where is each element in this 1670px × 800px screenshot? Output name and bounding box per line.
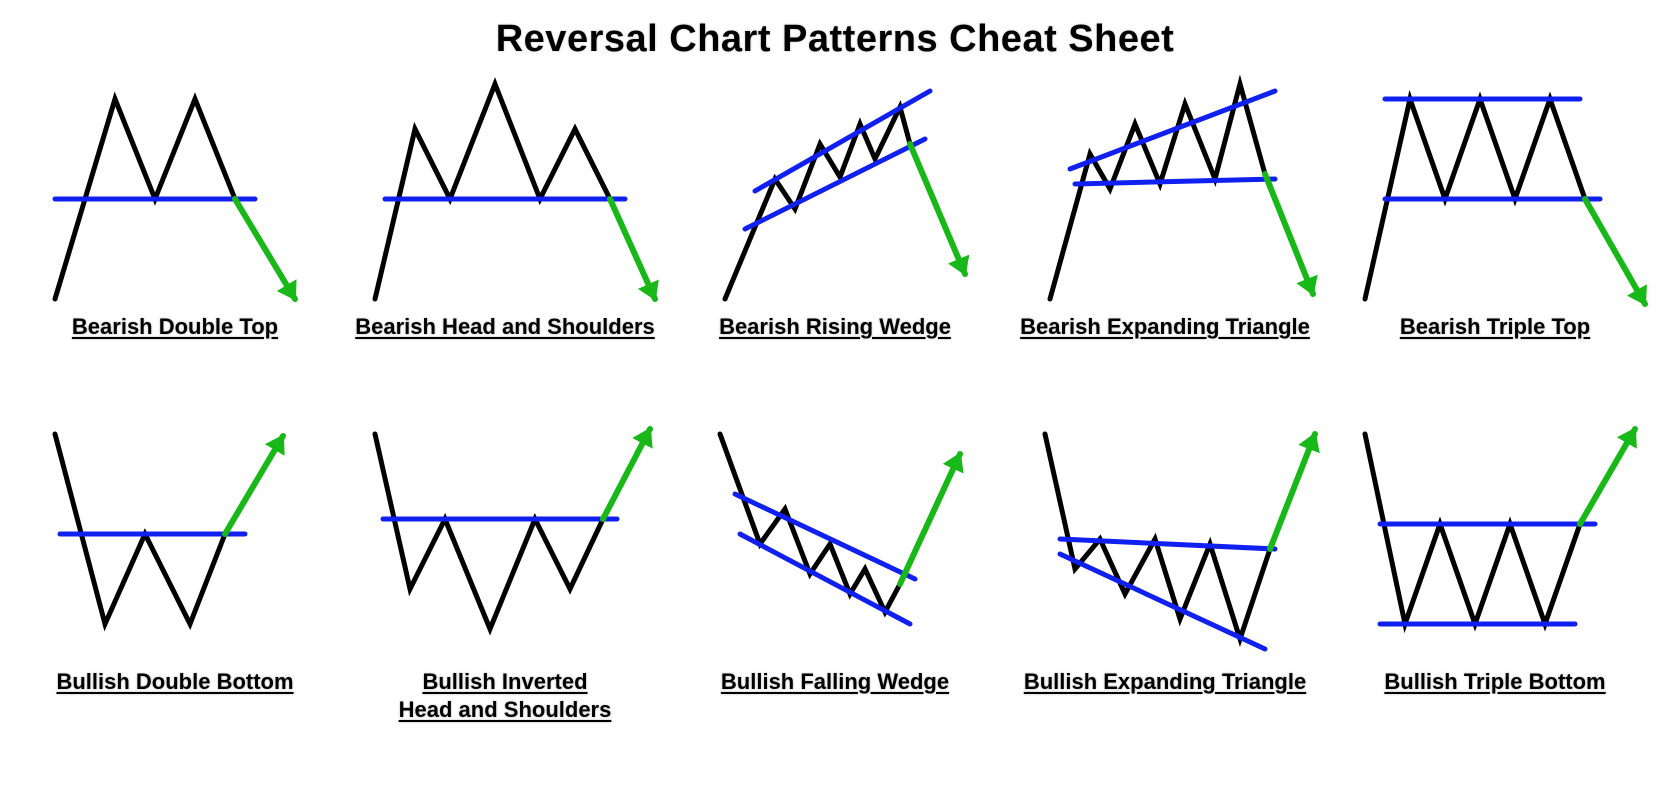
breakout-arrow-shaft: [610, 199, 655, 299]
pattern-cell-bullish-triple-bottom: Bullish Triple Bottom: [1330, 424, 1660, 759]
breakout-arrow-shaft: [235, 199, 295, 299]
pattern-figure-bullish-falling-wedge: [685, 424, 985, 664]
breakout-arrow-shaft: [1585, 199, 1645, 304]
pattern-figure-bullish-double-bottom: [25, 424, 325, 664]
cheat-sheet-page: Reversal Chart Patterns Cheat Sheet Bear…: [0, 0, 1670, 800]
breakout-arrow-shaft: [900, 454, 960, 584]
pattern-figure-bearish-rising-wedge: [685, 69, 985, 309]
pattern-label: Bearish Rising Wedge: [719, 313, 951, 341]
pattern-cell-bearish-triple-top: Bearish Triple Top: [1330, 69, 1660, 404]
pattern-figure-bullish-inverted-head-and-shoulders: [355, 424, 655, 664]
pattern-cell-bullish-falling-wedge: Bullish Falling Wedge: [670, 424, 1000, 759]
breakout-arrow-head-icon: [1300, 434, 1318, 452]
breakout-arrow-shaft: [1270, 434, 1315, 549]
pattern-cell-bearish-head-and-shoulders: Bearish Head and Shoulders: [340, 69, 670, 404]
pattern-figure-bearish-double-top: [25, 69, 325, 309]
trend-line-0: [1070, 91, 1275, 169]
breakout-arrow-shaft: [1580, 429, 1635, 524]
pattern-label: Bearish Triple Top: [1400, 313, 1590, 341]
price-line: [375, 84, 610, 299]
pattern-cell-bearish-double-top: Bearish Double Top: [10, 69, 340, 404]
price-line: [55, 434, 225, 624]
price-line: [375, 434, 603, 629]
page-title: Reversal Chart Patterns Cheat Sheet: [0, 0, 1670, 69]
price-line: [1050, 84, 1265, 299]
pattern-cell-bullish-expanding-triangle: Bullish Expanding Triangle: [1000, 424, 1330, 759]
price-line: [725, 107, 910, 299]
pattern-label: Bullish Falling Wedge: [721, 668, 949, 696]
pattern-figure-bullish-triple-bottom: [1345, 424, 1645, 664]
pattern-label: Bearish Double Top: [72, 313, 278, 341]
pattern-cell-bearish-rising-wedge: Bearish Rising Wedge: [670, 69, 1000, 404]
breakout-arrow-shaft: [1265, 174, 1313, 294]
price-line: [1365, 434, 1580, 624]
pattern-label: Bullish Expanding Triangle: [1024, 668, 1306, 696]
breakout-arrow-head-icon: [1298, 276, 1316, 294]
pattern-cell-bullish-double-bottom: Bullish Double Bottom: [10, 424, 340, 759]
pattern-figure-bearish-expanding-triangle: [1015, 69, 1315, 309]
pattern-cell-bearish-expanding-triangle: Bearish Expanding Triangle: [1000, 69, 1330, 404]
pattern-cell-bullish-inverted-head-and-shoulders: Bullish Inverted Head and Shoulders: [340, 424, 670, 759]
breakout-arrow-shaft: [225, 436, 283, 534]
pattern-figure-bearish-triple-top: [1345, 69, 1645, 309]
price-line: [720, 434, 900, 612]
price-line: [1045, 434, 1270, 639]
pattern-label: Bullish Inverted Head and Shoulders: [399, 668, 612, 723]
breakout-arrow-shaft: [910, 144, 965, 274]
pattern-label: Bearish Head and Shoulders: [355, 313, 655, 341]
pattern-figure-bullish-expanding-triangle: [1015, 424, 1315, 664]
pattern-label: Bullish Double Bottom: [56, 668, 293, 696]
pattern-figure-bearish-head-and-shoulders: [355, 69, 655, 309]
trend-line-0: [735, 494, 915, 579]
pattern-label: Bearish Expanding Triangle: [1020, 313, 1310, 341]
pattern-label: Bullish Triple Bottom: [1384, 668, 1605, 696]
pattern-grid: Bearish Double Top Bearish Head and Shoul…: [0, 69, 1670, 759]
